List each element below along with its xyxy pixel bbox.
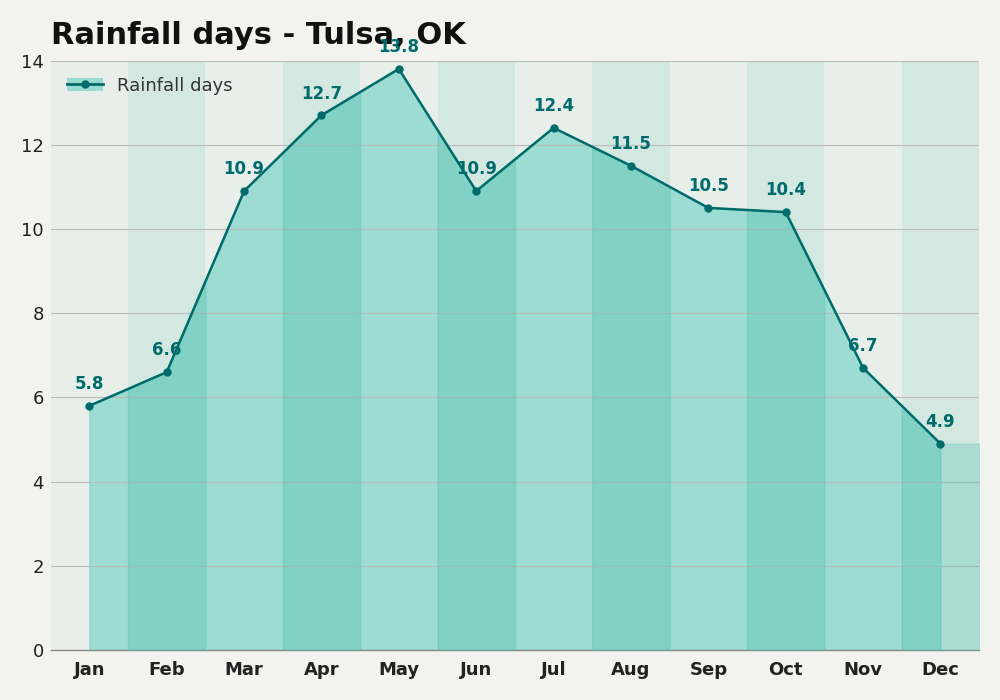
Text: 11.5: 11.5	[611, 135, 651, 153]
Bar	[360, 60, 438, 650]
Text: 10.9: 10.9	[224, 160, 265, 178]
Bar	[515, 60, 592, 650]
Bar	[670, 60, 747, 650]
Text: 6.7: 6.7	[848, 337, 878, 356]
Text: 12.7: 12.7	[301, 85, 342, 103]
Bar	[902, 60, 979, 650]
Bar	[205, 60, 283, 650]
Legend: Rainfall days: Rainfall days	[60, 69, 240, 102]
Text: 10.9: 10.9	[456, 160, 497, 178]
Text: 4.9: 4.9	[926, 413, 955, 431]
Bar	[51, 60, 128, 650]
Text: 5.8: 5.8	[75, 375, 104, 393]
Text: 10.4: 10.4	[765, 181, 806, 200]
Bar	[824, 60, 902, 650]
Bar	[438, 60, 515, 650]
Text: 6.6: 6.6	[152, 342, 181, 360]
Text: 13.8: 13.8	[378, 38, 419, 56]
Bar	[747, 60, 824, 650]
Bar	[283, 60, 360, 650]
Bar	[592, 60, 670, 650]
Bar	[128, 60, 205, 650]
Text: 10.5: 10.5	[688, 177, 729, 195]
Text: 12.4: 12.4	[533, 97, 574, 116]
Text: Rainfall days - Tulsa, OK: Rainfall days - Tulsa, OK	[51, 21, 466, 50]
